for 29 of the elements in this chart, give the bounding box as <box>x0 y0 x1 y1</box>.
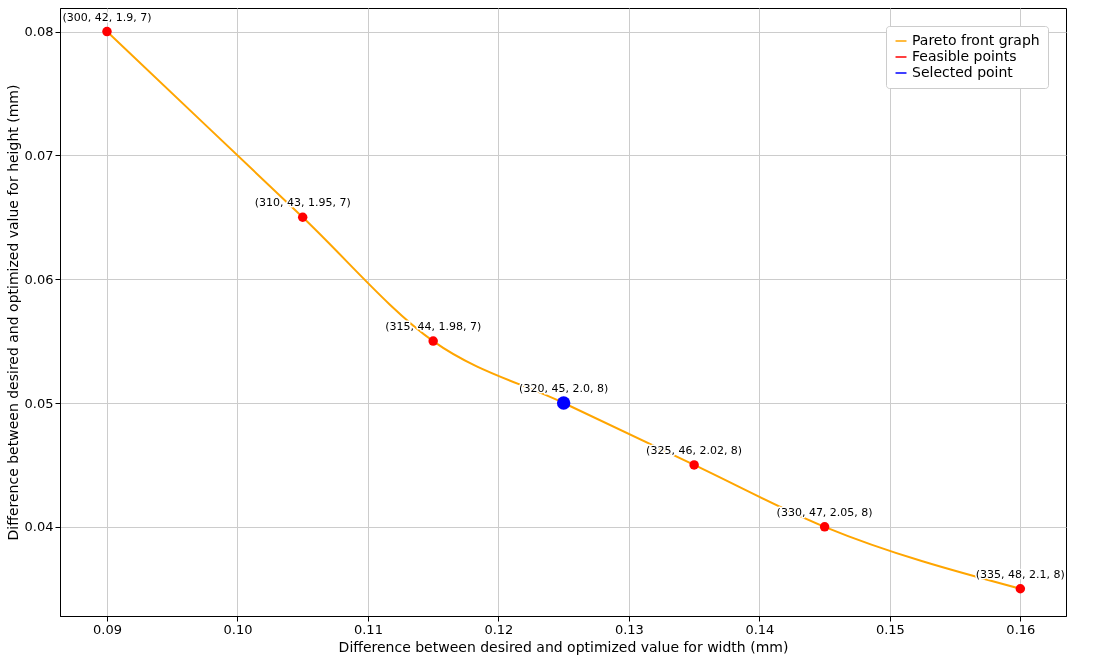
point <box>1015 584 1026 594</box>
point <box>428 336 438 346</box>
legend-label: Selected point <box>912 64 1014 80</box>
x-tick-label: 0.13 <box>614 621 644 637</box>
point <box>819 522 830 532</box>
annotation: (310, 43, 1.95, 7) <box>254 196 351 210</box>
x-tick-label: 0.10 <box>223 621 253 637</box>
legend-label: Feasible points <box>912 48 1017 64</box>
annotation: (335, 48, 2.1, 8) <box>975 567 1065 581</box>
y-axis-title: Difference between desired and optimized value for height (mm) <box>4 84 21 541</box>
x-tick-label: 0.09 <box>93 621 122 637</box>
x-tick-label: 0.15 <box>875 621 905 637</box>
y-tick-label: 0.04 <box>24 519 54 535</box>
x-tick-label: 0.11 <box>353 621 383 637</box>
point <box>297 212 308 222</box>
annotation: (315, 44, 1.98, 7) <box>385 320 482 334</box>
x-axis-title: Difference between desired and optimized value for width (mm) <box>338 638 789 655</box>
y-tick-label: 0.07 <box>24 147 54 163</box>
x-tick-label: 0.12 <box>484 621 514 637</box>
y-tick-label: 0.05 <box>24 395 54 411</box>
legend-label: Pareto front graph <box>912 32 1040 48</box>
point <box>102 26 112 37</box>
x-tick-label: 0.16 <box>1006 621 1036 637</box>
y-tick-label: 0.08 <box>24 24 54 40</box>
x-tick-label: 0.14 <box>745 621 775 637</box>
annotation: (300, 42, 1.9, 7) <box>62 10 152 24</box>
point <box>689 460 699 470</box>
y-tick-label: 0.06 <box>24 271 54 287</box>
point <box>556 396 571 410</box>
